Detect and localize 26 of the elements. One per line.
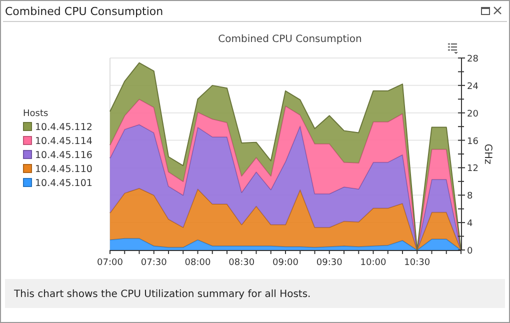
y-tick-label: 20 (467, 109, 479, 120)
y-tick-label: 8 (467, 192, 473, 202)
y-tick-label: 0 (467, 246, 473, 256)
x-tick-label: 08:30 (228, 258, 255, 268)
x-tick-label: 10:00 (360, 258, 386, 268)
y-tick-label: 12 (467, 164, 478, 174)
x-tick-label: 10:30 (404, 258, 430, 268)
legend-label: 10.4.45.110 (35, 164, 92, 175)
y-axis-title: GHz (482, 144, 493, 164)
y-tick-label: 24 (467, 82, 479, 92)
legend-label: 10.4.45.101 (35, 178, 92, 189)
x-tick-label: 07:00 (97, 258, 124, 268)
legend-label: 10.4.45.114 (35, 136, 92, 147)
x-tick-label: 09:00 (272, 258, 299, 268)
text: Combined CPU Consumption (5, 5, 164, 18)
x-tick-label: 09:30 (316, 258, 343, 268)
y-tick-label: 4 (467, 219, 473, 230)
y-tick-label: 28 (467, 54, 479, 64)
chart-title: Combined CPU Consumption (218, 34, 362, 45)
legend-label: 10.4.45.116 (35, 150, 92, 161)
legend-title: Hosts (23, 109, 48, 119)
x-tick-label: 08:00 (184, 258, 211, 268)
x-tick-label: 07:30 (140, 258, 168, 268)
legend-label: 10.4.45.112 (35, 122, 92, 133)
y-tick-label: 16 (467, 136, 479, 147)
text: This chart shows the CPU Utilization summary for all Hosts. (13, 289, 311, 300)
